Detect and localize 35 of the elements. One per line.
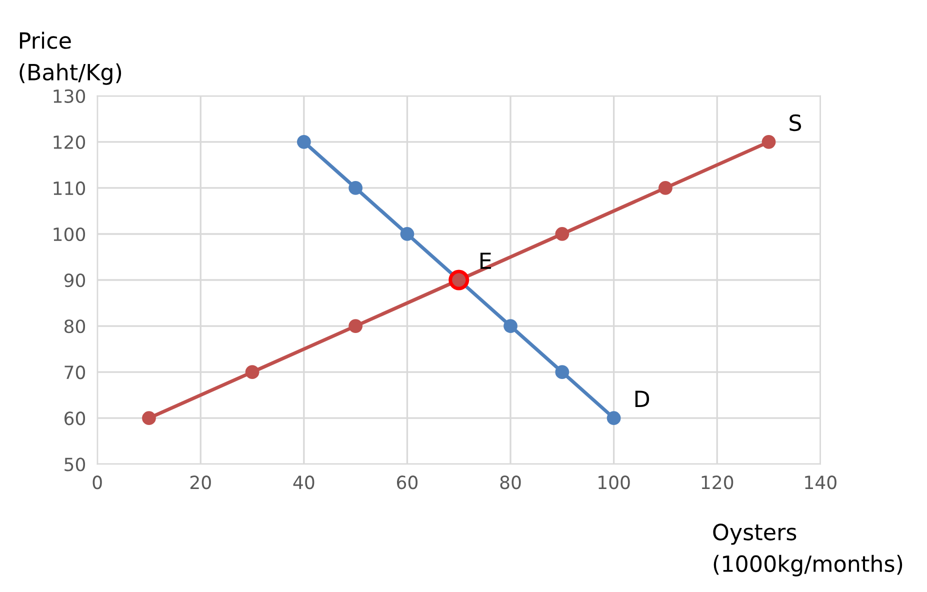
x-axis-title: Oysters (1000kg/months) [713, 524, 902, 576]
point [348, 181, 363, 195]
point [348, 319, 363, 333]
annotation: E [480, 252, 491, 269]
point [658, 181, 672, 195]
x-tick-label: 20 [190, 476, 211, 490]
annotation: D [635, 390, 650, 407]
point [245, 365, 260, 380]
annotation: S [790, 114, 802, 132]
x-tick-label: 80 [500, 476, 521, 490]
point [400, 227, 414, 241]
y-tick-label: 70 [64, 366, 86, 380]
point [555, 365, 570, 380]
x-tick-label: 60 [396, 476, 418, 490]
point [762, 134, 776, 149]
y-tick-label: 100 [54, 227, 86, 242]
y-tick-label: 60 [64, 412, 86, 426]
y-tick-label: 80 [64, 320, 86, 334]
y-tick-label: 90 [64, 273, 86, 288]
x-tick-label: 120 [702, 476, 734, 490]
y-tick-label: 130 [54, 89, 86, 104]
x-tick-label: 140 [805, 476, 836, 490]
point [448, 270, 470, 290]
y-axis-title: Price (Baht/Kg) [20, 32, 122, 85]
point [296, 134, 311, 149]
x-tick-label: 40 [293, 476, 314, 490]
y-tick-label: 120 [54, 135, 86, 150]
x-tick-label: 0 [92, 476, 102, 490]
point [555, 227, 570, 241]
y-tick-label: 50 [64, 458, 86, 472]
point [142, 411, 156, 426]
x-tick-label: 100 [598, 476, 630, 490]
point [606, 411, 621, 426]
point [504, 319, 518, 333]
y-tick-label: 110 [54, 181, 86, 196]
